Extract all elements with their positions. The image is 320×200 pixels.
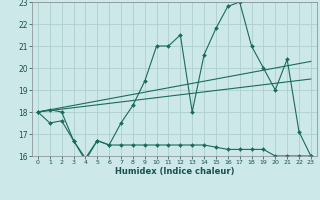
X-axis label: Humidex (Indice chaleur): Humidex (Indice chaleur) bbox=[115, 167, 234, 176]
